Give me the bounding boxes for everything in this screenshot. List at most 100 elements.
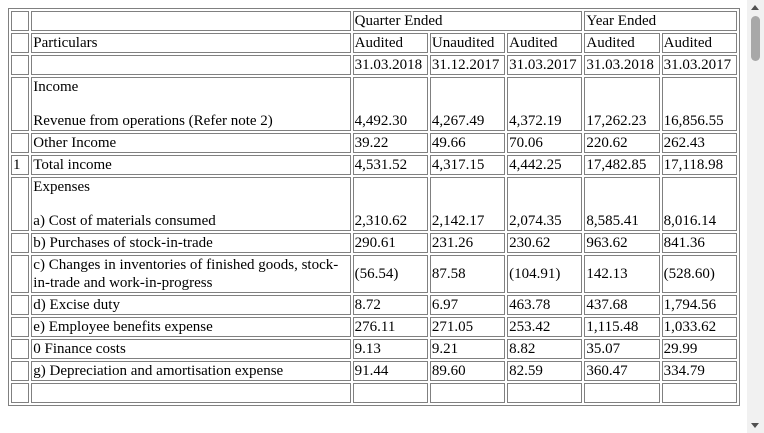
particulars: d) Excise duty [31,295,351,315]
particulars: Total income [31,155,351,175]
value-cell: 16,856.55 [661,77,737,131]
particulars-text: g) Depreciation and amortisation expense [33,363,284,379]
row-number [11,77,30,131]
column-header: Particulars [31,33,351,53]
value-cell: 89.60 [429,361,506,381]
value-cell: 6.97 [429,295,506,315]
row-number [11,133,30,153]
value-cell: (528.60) [661,255,737,293]
value-cell: 290.61 [352,233,428,253]
particulars-text: Total income [33,157,112,173]
particulars: 0 Finance costs [31,339,351,359]
scroll-down[interactable] [751,423,759,428]
row-number [11,317,30,337]
header-row: Particulars Audited Unaudited Audited Audit… [11,33,737,53]
value-cell: 8.82 [507,339,583,359]
value-cell: 35.07 [584,339,660,359]
column-header: Audited [584,33,660,53]
value-cell: 87.58 [429,255,506,293]
value-cell: 4,531.52 [352,155,428,175]
spacer [33,96,348,112]
scroll-up[interactable] [751,5,759,10]
row-number [11,255,30,293]
column-header: Audited [507,33,583,53]
group-header: Year Ended [584,11,737,31]
value-cell: 4,442.25 [507,155,583,175]
particulars: Other Income [31,133,351,153]
table-row: Other Income 39.22 49.66 70.06 220.62 262.43 [11,133,737,153]
value-cell: 1,033.62 [661,317,737,337]
results-table: Quarter Ended Year Ended Particulars Aud… [8,8,740,406]
section-heading: Income [33,79,79,95]
cell [31,55,351,75]
value-cell: 276.11 [352,317,428,337]
value-cell: 437.68 [584,295,660,315]
particulars: c) Changes in inventories of finished go… [31,255,351,293]
row-number [11,339,30,359]
particulars-text: c) Changes in inventories of finished go… [33,257,339,291]
column-header: Audited [661,33,737,53]
scrollbar[interactable] [747,0,764,433]
cell [11,383,30,403]
value-cell: 963.62 [584,233,660,253]
value-cell: 9.13 [352,339,428,359]
particulars-text: 0 Finance costs [33,341,126,357]
value-cell: 29.99 [661,339,737,359]
particulars-text: e) Employee benefits expense [33,319,213,335]
value-cell: 49.66 [429,133,506,153]
value-cell: 8,016.14 [661,177,737,231]
table-row: c) Changes in inventories of finished go… [11,255,737,293]
particulars-text: d) Excise duty [33,297,120,313]
value-cell: 142.13 [584,255,660,293]
column-header: 31.03.2017 [507,55,583,75]
particulars: Income Revenue from operations (Refer not… [31,77,351,131]
value-cell: 1,115.48 [584,317,660,337]
value-cell: 220.62 [584,133,660,153]
table-row: Income Revenue from operations (Refer not… [11,77,737,131]
cell [352,383,428,403]
table-row: d) Excise duty 8.72 6.97 463.78 437.68 1,794.… [11,295,737,315]
particulars: b) Purchases of stock-in-trade [31,233,351,253]
value-cell: 17,262.23 [584,77,660,131]
value-cell: 271.05 [429,317,506,337]
table-row: b) Purchases of stock-in-trade 290.61 231.… [11,233,737,253]
row-number [11,295,30,315]
value-cell: 8,585.41 [584,177,660,231]
particulars: e) Employee benefits expense [31,317,351,337]
row-number [11,233,30,253]
cell [584,383,660,403]
column-header: 31.03.2018 [584,55,660,75]
value-cell: 82.59 [507,361,583,381]
value-cell: (56.54) [352,255,428,293]
value-cell: 9.21 [429,339,506,359]
value-cell: 17,482.85 [584,155,660,175]
cell [11,55,30,75]
table-row: g) Depreciation and amortisation expense… [11,361,737,381]
column-header: Audited [352,33,428,53]
row-number [11,177,30,231]
particulars-text: b) Purchases of stock-in-trade [33,235,213,251]
value-cell: 8.72 [352,295,428,315]
column-header: 31.12.2017 [429,55,506,75]
row-number [11,361,30,381]
cell [429,383,506,403]
value-cell: 262.43 [661,133,737,153]
cell [31,11,351,31]
value-cell: 4,372.19 [507,77,583,131]
table-container: Quarter Ended Year Ended Particulars Aud… [8,8,740,406]
value-cell: 2,074.35 [507,177,583,231]
table-row [11,383,737,403]
scroll-thumb[interactable] [751,16,760,61]
value-cell: 253.42 [507,317,583,337]
value-cell: (104.91) [507,255,583,293]
value-cell: 39.22 [352,133,428,153]
value-cell: 2,142.17 [429,177,506,231]
column-header: Unaudited [429,33,506,53]
row-number: 1 [11,155,30,175]
table-row: e) Employee benefits expense 276.11 271.05… [11,317,737,337]
value-cell: 91.44 [352,361,428,381]
particulars-text: Other Income [33,135,117,151]
value-cell: 463.78 [507,295,583,315]
column-header: 31.03.2018 [352,55,428,75]
